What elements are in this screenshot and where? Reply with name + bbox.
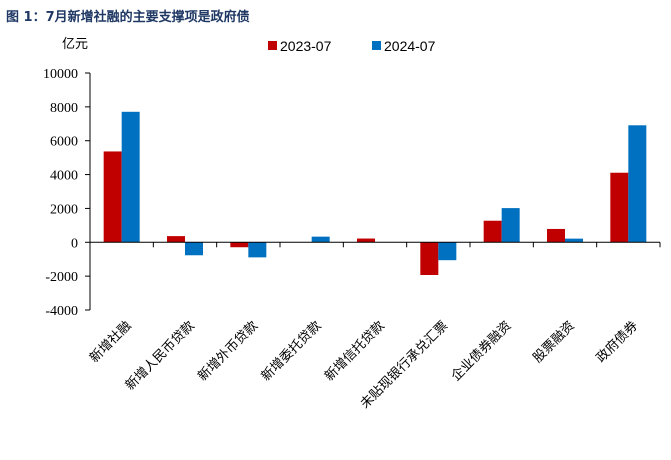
- x-labels-group: 新增社融新增人民币贷款新增外币贷款新增委托贷款新增信托贷款未贴现银行承兑汇票企业…: [86, 318, 641, 412]
- y-tick-label: 8000: [50, 101, 78, 116]
- legend: 2023-07 2024-07: [268, 38, 436, 54]
- unit-label: 亿元: [62, 37, 88, 52]
- x-category-label: 政府债券: [593, 318, 641, 366]
- legend-swatch-2024-07: [372, 41, 381, 50]
- y-ticks-group: -4000 -2000 0 2000 4000 6000 8000 10000: [43, 67, 90, 319]
- bars-group: [103, 111, 647, 275]
- y-tick-label: -2000: [45, 270, 78, 285]
- y-tick-label: 0: [71, 236, 78, 251]
- y-tick-label: -4000: [45, 304, 78, 319]
- bar-2023-07-政府债券: [610, 172, 629, 243]
- x-category-label: 新增委托贷款: [258, 318, 324, 384]
- bar-2024-07-新增委托贷款: [311, 236, 330, 243]
- axes-group: [89, 73, 661, 310]
- y-tick-label: 10000: [43, 67, 78, 82]
- y-tick-label: 2000: [50, 202, 78, 217]
- bar-2023-07-新增外币贷款: [230, 242, 249, 248]
- bar-2024-07-新增人民币贷款: [185, 242, 203, 256]
- x-category-label: 企业债券融资: [448, 318, 514, 384]
- legend-label-2023-07: 2023-07: [280, 38, 332, 54]
- bar-2023-07-新增社融: [103, 151, 122, 243]
- legend-swatch-2023-07: [268, 41, 277, 50]
- bar-2023-07-未贴现银行承兑汇票: [420, 242, 439, 275]
- bar-2024-07-政府债券: [628, 125, 647, 243]
- bar-2023-07-股票融资: [547, 228, 565, 243]
- x-category-label: 新增外币贷款: [195, 318, 261, 384]
- bar-2024-07-新增社融: [121, 111, 140, 243]
- legend-label-2024-07: 2024-07: [384, 38, 436, 54]
- bar-2024-07-企业债券融资: [501, 208, 520, 243]
- bar-2024-07-未贴现银行承兑汇票: [438, 242, 457, 261]
- bar-2023-07-新增人民币贷款: [167, 236, 185, 243]
- bar-2024-07-新增外币贷款: [248, 242, 267, 258]
- x-category-label: 股票融资: [530, 319, 577, 366]
- x-category-label: 新增社融: [86, 318, 134, 366]
- x-category-label: 新增信托贷款: [321, 318, 387, 384]
- figure-title: 图 1：7月新增社融的主要支撑项是政府债: [6, 10, 250, 25]
- y-tick-label: 6000: [50, 135, 78, 150]
- bar-2023-07-新增信托贷款: [357, 238, 375, 243]
- bar-2024-07-股票融资: [565, 238, 583, 243]
- y-tick-label: 4000: [50, 169, 78, 184]
- bar-2023-07-企业债券融资: [483, 220, 502, 243]
